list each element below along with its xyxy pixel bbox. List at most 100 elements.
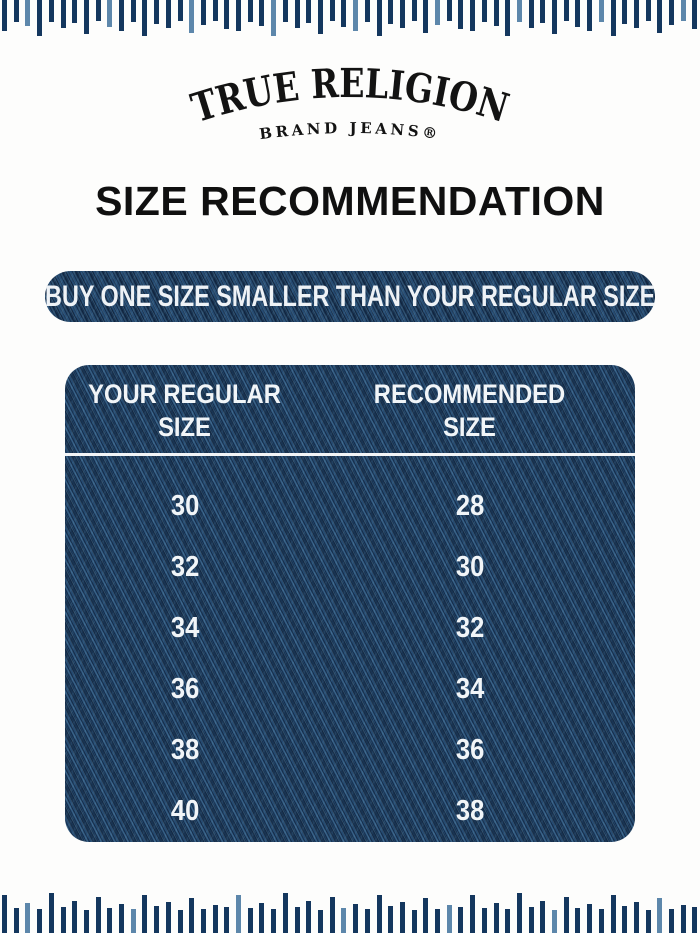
ruler-tick <box>435 0 441 25</box>
ruler-tick <box>481 908 487 933</box>
ruler-tick <box>528 0 534 28</box>
ruler-tick <box>95 0 101 21</box>
ruler-tick <box>657 898 663 933</box>
ruler-tick <box>470 895 476 933</box>
ruler-tick <box>376 895 382 933</box>
ruler-tick <box>516 893 522 933</box>
ruler-tick <box>575 908 581 933</box>
header-divider <box>65 453 635 456</box>
column-header-regular-size: YOUR REGULAR SIZE <box>88 379 282 442</box>
ruler-tick <box>177 0 183 21</box>
ruler-tick <box>563 897 569 933</box>
ruler-tick <box>423 0 429 33</box>
ruler-tick <box>622 906 628 933</box>
ruler-tick <box>516 0 522 22</box>
ruler-tick <box>423 898 429 933</box>
ruler-tick <box>692 907 698 933</box>
ruler-tick <box>645 910 651 933</box>
ruler-tick <box>224 0 230 29</box>
svg-text:BRAND JEANS®: BRAND JEANS® <box>258 119 441 143</box>
ruler-tick <box>341 908 347 933</box>
ruler-tick <box>633 902 639 933</box>
ruler-tick <box>353 904 359 933</box>
ruler-tick <box>247 908 253 933</box>
ruler-tick <box>25 0 31 26</box>
ruler-tick <box>388 906 394 933</box>
ruler-tick <box>142 895 148 933</box>
regular-size-cell: 34 <box>170 612 199 644</box>
ruler-tick <box>165 0 171 28</box>
regular-size-cell: 40 <box>170 795 199 827</box>
ruler-tick <box>575 0 581 27</box>
ruler-tick <box>353 0 359 31</box>
ruler-tick <box>282 0 288 22</box>
ruler-tick <box>189 0 195 33</box>
ruler-tick <box>2 895 7 933</box>
instruction-banner: BUY ONE SIZE SMALLER THAN YOUR REGULAR S… <box>45 271 655 322</box>
ruler-tick <box>364 0 370 22</box>
ruler-tick <box>376 0 382 36</box>
ruler-tick <box>598 909 604 933</box>
table-row: 34 32 <box>65 598 635 659</box>
ruler-bottom-border <box>0 889 700 933</box>
ruler-tick <box>540 901 546 933</box>
ruler-tick <box>470 0 476 31</box>
ruler-tick <box>13 908 19 933</box>
ruler-tick <box>692 0 698 29</box>
ruler-tick <box>130 0 136 22</box>
brand-tagline-text: BRAND JEANS® <box>258 119 438 143</box>
regular-size-cell: 30 <box>170 490 199 522</box>
table-row: 32 30 <box>65 537 635 598</box>
ruler-tick <box>212 0 218 21</box>
ruler-tick <box>177 910 183 933</box>
ruler-tick <box>83 0 89 34</box>
ruler-tick <box>119 0 125 31</box>
ruler-tick <box>329 0 335 21</box>
size-table: YOUR REGULAR SIZE RECOMMENDED SIZE 30 28… <box>65 365 635 842</box>
ruler-tick <box>552 910 558 933</box>
ruler-tick <box>317 910 323 933</box>
ruler-tick <box>2 0 7 31</box>
ruler-tick <box>435 909 441 933</box>
ruler-tick <box>72 901 78 933</box>
ruler-tick <box>130 909 136 933</box>
ruler-tick <box>60 0 66 28</box>
ruler-tick <box>329 897 335 933</box>
regular-size-cell: 38 <box>170 734 199 766</box>
ruler-tick <box>458 907 464 933</box>
brand-logo-svg: TRUE RELIGION BRAND JEANS® <box>186 66 514 143</box>
ruler-tick <box>271 909 277 933</box>
ruler-tick <box>481 0 487 22</box>
ruler-tick <box>669 909 675 933</box>
recommended-size-cell: 38 <box>455 795 484 827</box>
ruler-tick <box>247 0 253 22</box>
ruler-tick <box>540 0 546 23</box>
recommended-size-cell: 36 <box>455 734 484 766</box>
ruler-tick <box>48 0 54 22</box>
ruler-tick <box>189 898 195 933</box>
page-title: SIZE RECOMMENDATION <box>95 178 605 224</box>
ruler-tick <box>446 0 452 21</box>
table-row: 30 28 <box>65 476 635 537</box>
ruler-tick <box>107 908 113 933</box>
ruler-tick <box>399 902 405 933</box>
ruler-tick <box>657 0 663 33</box>
ruler-tick <box>142 0 148 36</box>
ruler-tick <box>633 0 639 28</box>
ruler-tick <box>341 0 347 27</box>
brand-logo: TRUE RELIGION BRAND JEANS® <box>0 66 700 151</box>
ruler-tick <box>622 0 628 24</box>
ruler-tick <box>107 0 113 27</box>
ruler-tick <box>610 0 616 36</box>
ruler-tick <box>645 0 651 21</box>
ruler-tick <box>587 904 593 933</box>
table-row: 38 36 <box>65 720 635 781</box>
ruler-tick <box>200 909 206 933</box>
regular-size-cell: 32 <box>170 551 199 583</box>
ruler-tick <box>48 893 54 933</box>
ruler-tick <box>306 0 312 23</box>
ruler-tick <box>563 0 569 21</box>
ruler-tick <box>212 905 218 933</box>
ruler-tick <box>364 909 370 933</box>
